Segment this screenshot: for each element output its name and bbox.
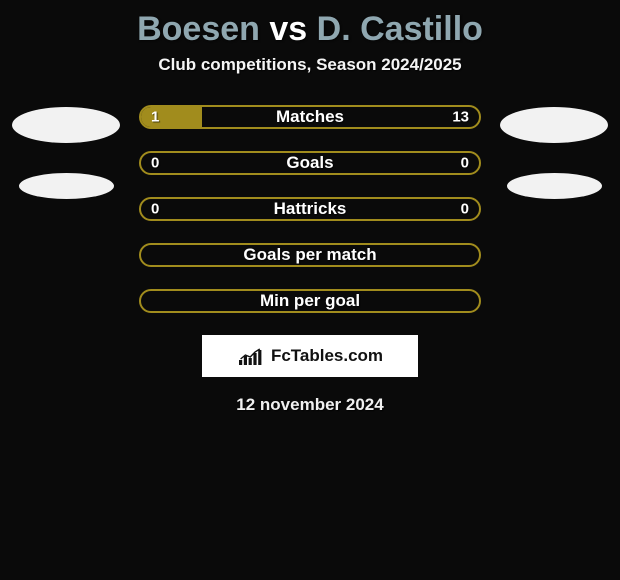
logo-text: FcTables.com — [271, 346, 383, 366]
stat-label: Goals — [141, 153, 479, 173]
stat-value-right: 0 — [461, 155, 469, 172]
stat-bar-goals: 0 0Goals — [139, 151, 481, 175]
stat-value-left: 1 — [151, 109, 159, 126]
subtitle: Club competitions, Season 2024/2025 — [0, 55, 620, 75]
date-text: 12 november 2024 — [0, 395, 620, 415]
fctables-logo: FcTables.com — [202, 335, 418, 377]
player1-club-avatar — [19, 173, 114, 199]
stat-value-left: 0 — [151, 201, 159, 218]
content-row: 113Matches00Goals00HattricksGoals per ma… — [0, 105, 620, 313]
stat-bar-hattricks: 0 0Hattricks — [139, 197, 481, 221]
player2-name: D. Castillo — [317, 10, 483, 48]
stat-bar-min-per-goal: Min per goal — [139, 289, 481, 313]
comparison-title: Boesen vs D. Castillo — [0, 0, 620, 55]
stat-bars: 113Matches00Goals00HattricksGoals per ma… — [139, 105, 481, 313]
stat-bar-goals-per-match: Goals per match — [139, 243, 481, 267]
stat-label: Hattricks — [141, 199, 479, 219]
bar-chart-icon — [237, 346, 265, 366]
vs-text: vs — [269, 10, 307, 48]
stat-value-right: 13 — [452, 109, 469, 126]
player2-avatar — [500, 107, 608, 143]
player2-avatar-col — [499, 105, 609, 199]
stat-label: Goals per match — [141, 245, 479, 265]
stat-bar-matches: 113Matches — [139, 105, 481, 129]
player2-club-avatar — [507, 173, 602, 199]
stat-value-left: 0 — [151, 155, 159, 172]
player1-avatar — [12, 107, 120, 143]
stat-value-right: 0 — [461, 201, 469, 218]
player1-avatar-col — [11, 105, 121, 199]
stat-label: Min per goal — [141, 291, 479, 311]
player1-name: Boesen — [137, 10, 260, 48]
